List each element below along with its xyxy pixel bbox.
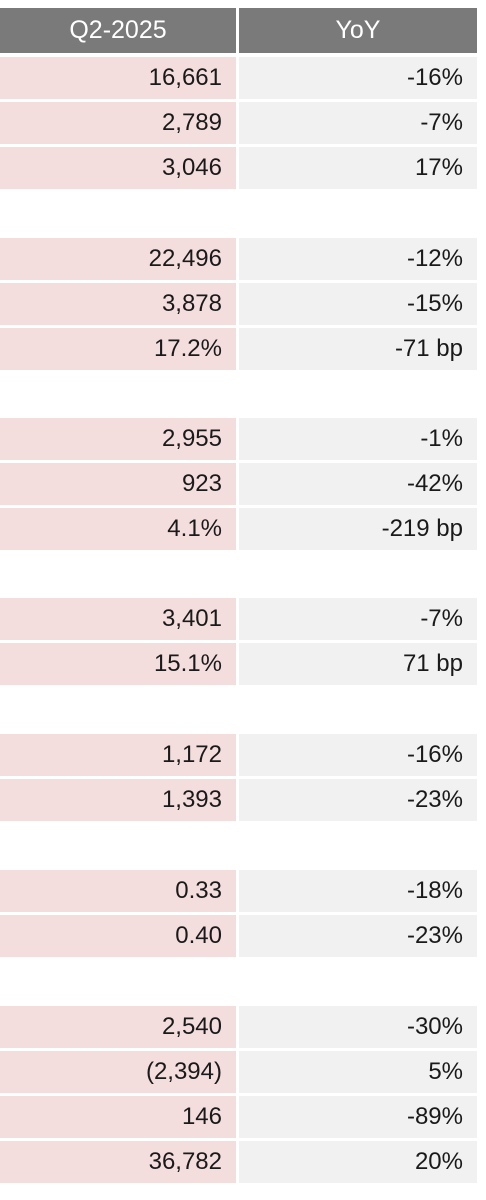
table-cell-yoy: -89% — [239, 1096, 477, 1138]
table-cell-q2-value: 3,401 — [0, 598, 236, 640]
table-cell-q2-value: 923 — [0, 463, 236, 505]
table-cell-yoy: -12% — [239, 238, 477, 280]
header-q2-2025: Q2-2025 — [0, 8, 236, 53]
table-cell-q2-value: 0.40 — [0, 915, 236, 957]
table-cell-q2-value: 4.1% — [0, 508, 236, 550]
table-cell-q2-value: 16,661 — [0, 57, 236, 99]
table-cell-q2-value: 0.33 — [0, 870, 236, 912]
header-yoy: YoY — [239, 8, 477, 53]
table-cell-q2-value: 36,782 — [0, 1141, 236, 1183]
table-cell-q2-value: 17.2% — [0, 328, 236, 370]
table-cell-yoy: -23% — [239, 915, 477, 957]
table-cell-q2-value: 15.1% — [0, 643, 236, 685]
table-cell-yoy: 5% — [239, 1051, 477, 1093]
table-cell-q2-value: 3,046 — [0, 147, 236, 189]
table-cell-q2-value: 2,955 — [0, 418, 236, 460]
table-cell-yoy: -42% — [239, 463, 477, 505]
table-cell-yoy: -15% — [239, 283, 477, 325]
table-cell-q2-value: 146 — [0, 1096, 236, 1138]
table-cell-yoy: -219 bp — [239, 508, 477, 550]
table-cell-q2-value: 2,789 — [0, 102, 236, 144]
table-cell-q2-value: 1,393 — [0, 779, 236, 821]
table-cell-yoy: -30% — [239, 1006, 477, 1048]
table-cell-yoy: 17% — [239, 147, 477, 189]
table-cell-yoy: -7% — [239, 598, 477, 640]
table-cell-q2-value: 1,172 — [0, 734, 236, 776]
table-cell-q2-value: 3,878 — [0, 283, 236, 325]
table-cell-yoy: -1% — [239, 418, 477, 460]
table-cell-yoy: -16% — [239, 734, 477, 776]
table-cell-yoy: -18% — [239, 870, 477, 912]
table-cell-yoy: -71 bp — [239, 328, 477, 370]
table-cell-yoy: 20% — [239, 1141, 477, 1183]
table-cell-yoy: -16% — [239, 57, 477, 99]
table-cell-q2-value: 22,496 — [0, 238, 236, 280]
table-cell-yoy: 71 bp — [239, 643, 477, 685]
table-cell-q2-value: (2,394) — [0, 1051, 236, 1093]
table-cell-yoy: -7% — [239, 102, 477, 144]
table-cell-yoy: -23% — [239, 779, 477, 821]
table-cell-q2-value: 2,540 — [0, 1006, 236, 1048]
